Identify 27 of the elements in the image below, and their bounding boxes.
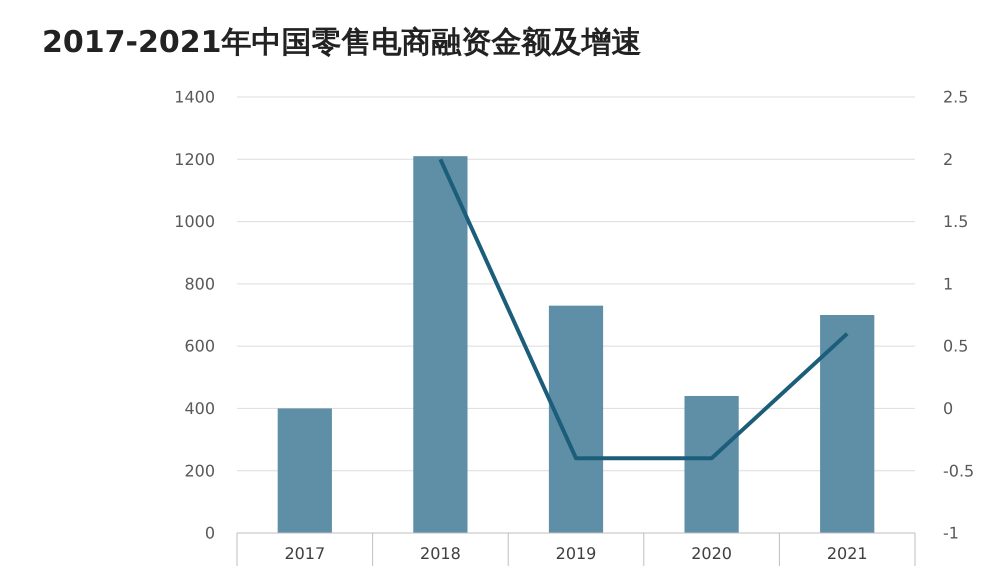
y-tick-label: 0 <box>204 524 215 543</box>
y-tick-label: 1200 <box>174 150 215 169</box>
y-tick-label: 1000 <box>174 212 215 232</box>
bar <box>278 408 332 533</box>
x-tick-label: 2021 <box>826 544 868 563</box>
x-tick-label: 2018 <box>420 544 461 563</box>
x-tick-label: 2019 <box>556 544 596 563</box>
y2-tick-label: 1.5 <box>943 212 968 232</box>
y2-tick-label: 2.5 <box>943 88 968 107</box>
y2-tick-label: 2 <box>943 150 954 169</box>
x-tick-label: 2020 <box>691 544 732 563</box>
y-tick-label: 400 <box>184 399 215 418</box>
bar <box>548 306 604 533</box>
y-tick-label: 800 <box>184 274 215 294</box>
x-tick-label: 2017 <box>284 544 326 563</box>
y-tick-label: 600 <box>184 336 215 356</box>
bar <box>413 156 468 533</box>
y2-tick-label: -1 <box>943 524 959 543</box>
y-tick-label: 200 <box>184 461 215 480</box>
bar <box>684 396 739 533</box>
chart-title: 2017-2021年中国零售电商融资金额及增速 <box>42 25 642 60</box>
y2-tick-label: 0.5 <box>943 336 968 356</box>
y2-tick-label: -0.5 <box>943 461 974 480</box>
y2-tick-label: 0 <box>943 399 954 418</box>
bar <box>820 315 874 533</box>
y2-tick-label: 1 <box>943 274 954 294</box>
y-tick-label: 1400 <box>174 88 215 107</box>
